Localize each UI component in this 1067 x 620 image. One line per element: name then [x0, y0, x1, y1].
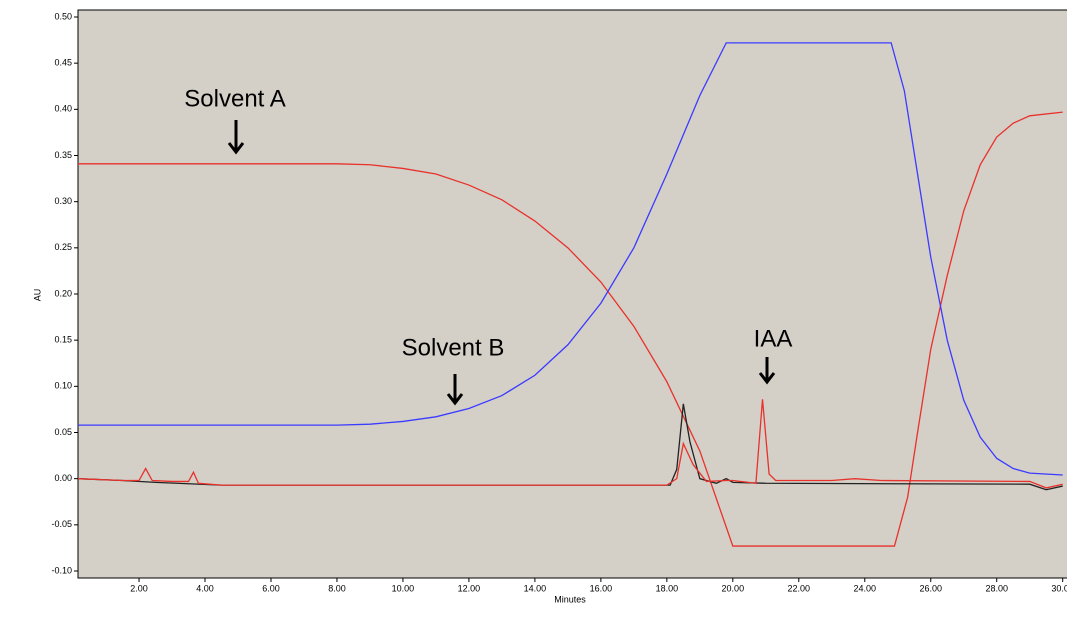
- x-tick-label: 24.00: [854, 583, 877, 593]
- trace-line: [77, 403, 1063, 491]
- x-tick-label: 6.00: [262, 583, 280, 593]
- x-tick-label: 26.00: [919, 583, 942, 593]
- x-tick-label: 14.00: [524, 583, 547, 593]
- x-tick-label: 12.00: [458, 583, 481, 593]
- annotation: Solvent B: [402, 334, 505, 361]
- y-tick-label: 0.05: [54, 427, 72, 437]
- arrow-head: [758, 372, 776, 385]
- x-tick-label: 16.00: [590, 583, 613, 593]
- x-tick-label: 22.00: [788, 583, 811, 593]
- y-tick-label: 0.50: [54, 11, 72, 21]
- x-axis-title: Minutes: [554, 594, 586, 604]
- y-tick-label: 0.35: [54, 150, 72, 160]
- x-tick-label: 20.00: [722, 583, 745, 593]
- y-tick-label: 0.25: [54, 242, 72, 252]
- trace-line: [77, 399, 1063, 489]
- y-tick-label: -0.05: [51, 519, 72, 529]
- y-tick-label: 0.15: [54, 335, 72, 345]
- y-tick-label: 0.00: [54, 473, 72, 483]
- x-tick-label: 4.00: [196, 583, 214, 593]
- annotation: IAA: [754, 325, 793, 352]
- arrows: [227, 120, 776, 406]
- trace-line: [78, 111, 1063, 547]
- arrow-head: [227, 142, 245, 155]
- y-tick-label: -0.10: [51, 565, 72, 575]
- y-tick-label: 0.20: [54, 288, 72, 298]
- x-tick-label: 18.00: [656, 583, 679, 593]
- y-tick-label: 0.45: [54, 58, 72, 68]
- y-axis-title: AU: [32, 289, 42, 302]
- x-tick-label: 30.00: [1051, 583, 1067, 593]
- x-tick-label: 10.00: [392, 583, 415, 593]
- x-tick-label: 2.00: [130, 583, 148, 593]
- y-tick-label: 0.30: [54, 196, 72, 206]
- arrow-head: [446, 393, 464, 406]
- x-tick-label: 8.00: [328, 583, 346, 593]
- x-tick-label: 28.00: [985, 583, 1008, 593]
- y-tick-label: 0.10: [54, 381, 72, 391]
- annotation: Solvent A: [184, 85, 285, 112]
- y-tick-label: 0.40: [54, 104, 72, 114]
- trace-line: [78, 42, 1063, 476]
